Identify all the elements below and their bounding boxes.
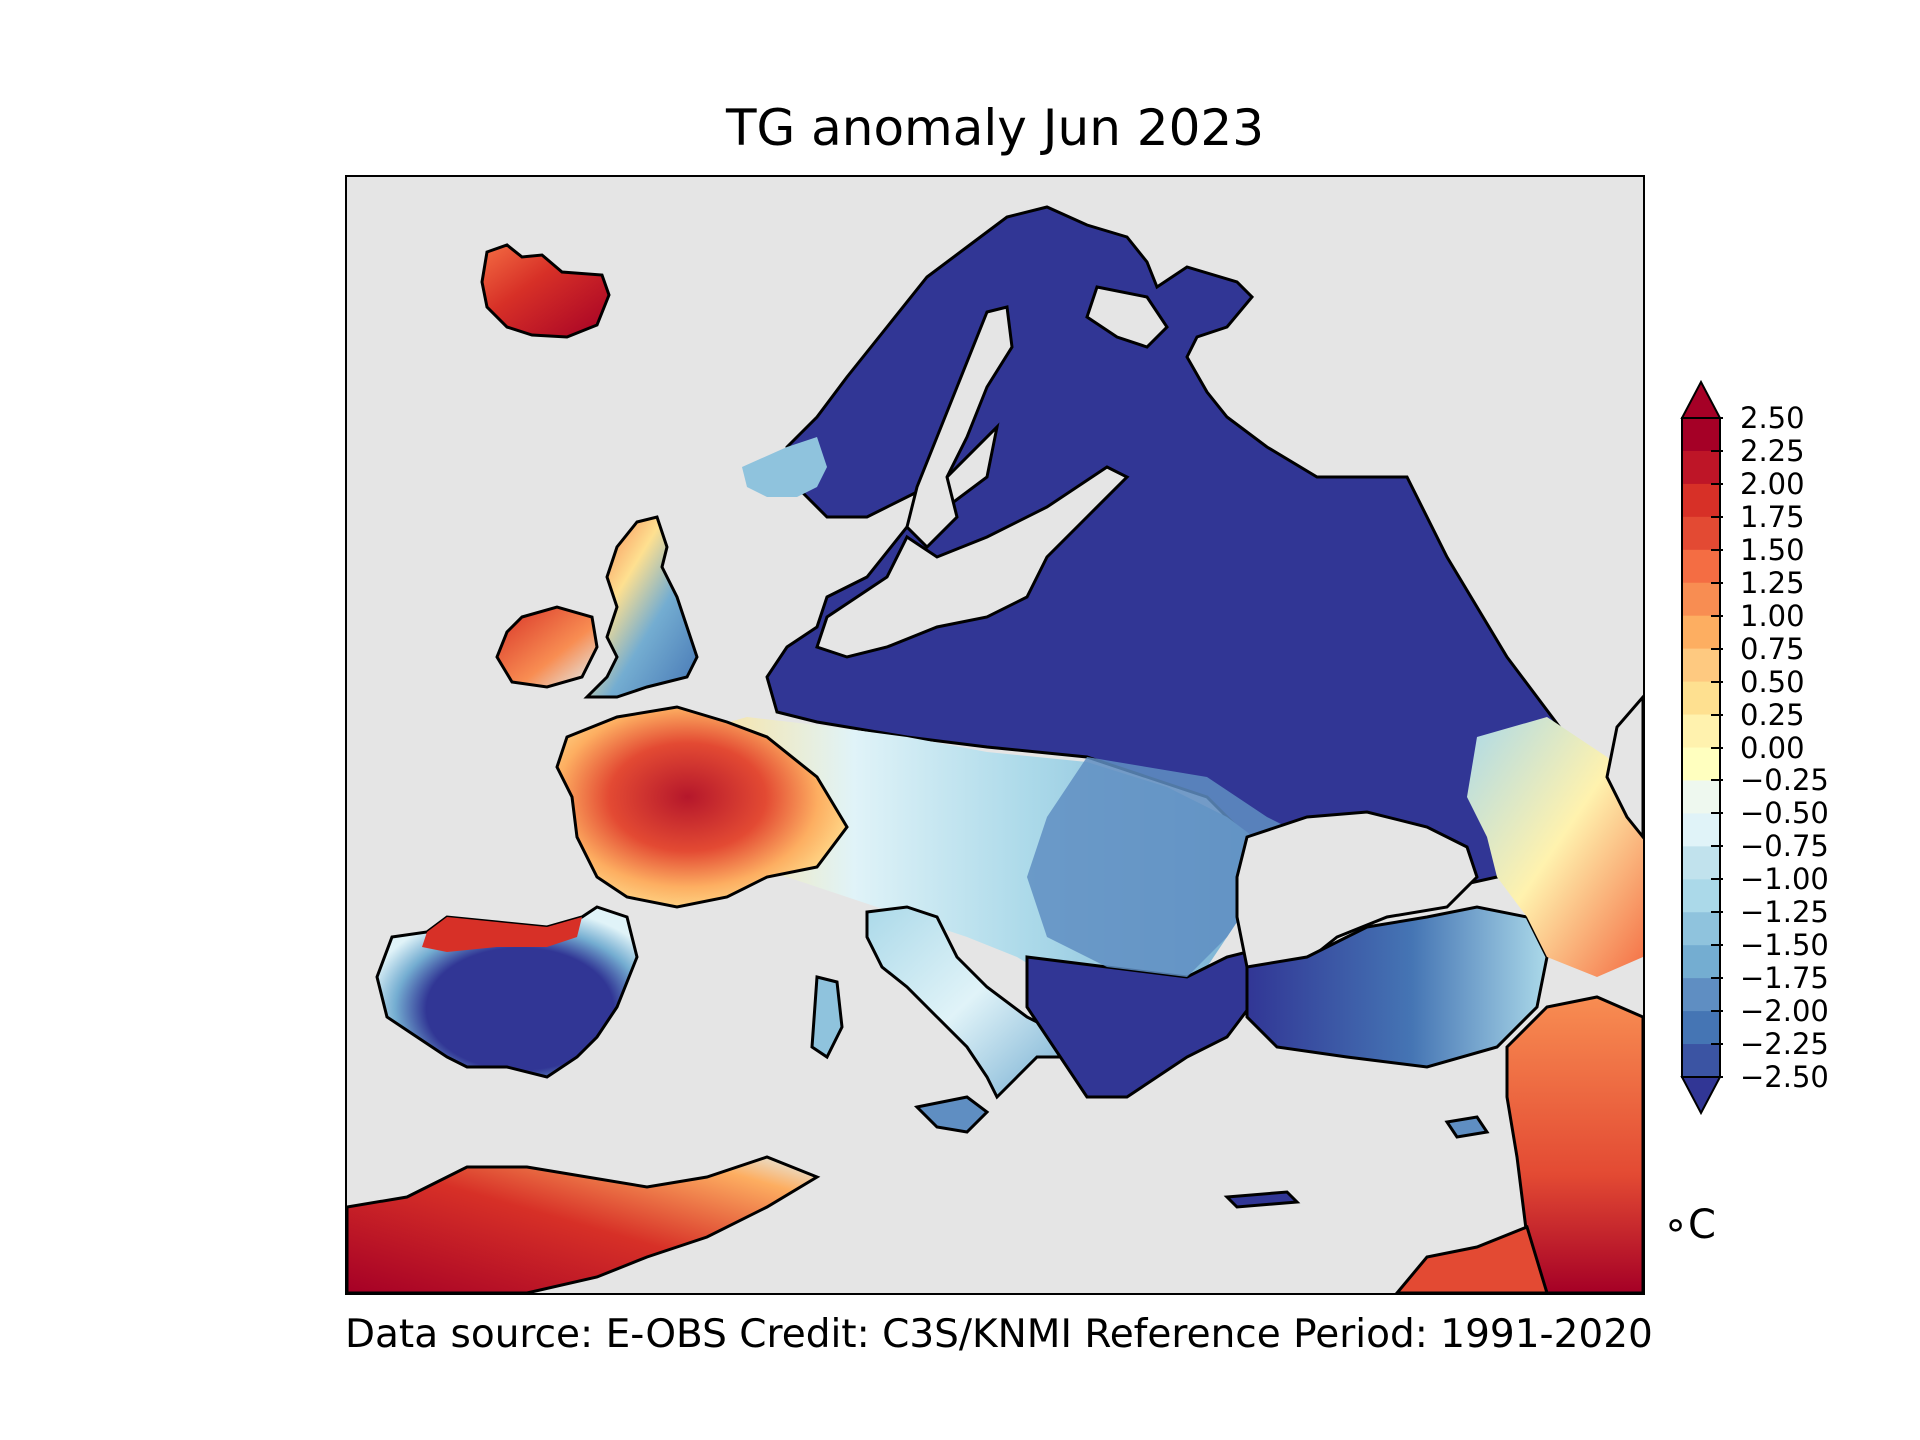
- colorbar-tick-mark: [1711, 845, 1723, 848]
- levant-region: [1505, 995, 1643, 1293]
- balkans-region: [1025, 944, 1269, 1099]
- black-sea: [1235, 810, 1479, 979]
- colorbar-tick-label: 2.50: [1740, 401, 1805, 435]
- colorbar-tick-mark: [1711, 482, 1723, 485]
- colorbar-tick-mark: [1711, 746, 1723, 749]
- colorbar-tick-label: 1.00: [1740, 598, 1805, 633]
- colorbar-tick-label: −1.75: [1740, 961, 1829, 996]
- colorbar-band: [1682, 681, 1720, 716]
- colorbar-tick-label: 2.25: [1740, 433, 1805, 468]
- colorbar-tick-mark: [1711, 779, 1723, 782]
- north-africa-region: [347, 1155, 821, 1293]
- colorbar-tick-label: 0.25: [1740, 697, 1805, 732]
- colorbar-tick-mark: [1711, 812, 1723, 815]
- colorbar-tick-label: 2.00: [1740, 466, 1805, 501]
- colorbar-band: [1682, 582, 1720, 617]
- colorbar-band: [1682, 978, 1720, 1012]
- colorbar-tick-label: −1.50: [1740, 928, 1829, 963]
- colorbar-tick-mark: [1711, 515, 1723, 518]
- sardinia-region: [810, 975, 844, 1060]
- data-source-caption: Data source: E-OBS Credit: C3S/KNMI Refe…: [345, 1312, 1653, 1357]
- colorbar-band: [1682, 1044, 1720, 1078]
- map-panel: [345, 175, 1645, 1295]
- italy-region: [865, 905, 1069, 1100]
- colorbar-band: [1682, 879, 1720, 913]
- colorbar-unit-label: ∘C: [1663, 1202, 1716, 1248]
- colorbar-tick-label: −1.00: [1740, 862, 1829, 897]
- colorbar-band: [1682, 714, 1720, 748]
- colorbar-tick-mark: [1711, 680, 1723, 683]
- colorbar-tick-mark: [1711, 713, 1723, 716]
- colorbar-tick-label: 1.25: [1740, 565, 1805, 600]
- colorbar-extend-max: [1680, 380, 1722, 419]
- colorbar-band: [1682, 813, 1720, 847]
- cyprus-region: [1444, 1115, 1490, 1139]
- iberia-north-coast: [422, 917, 582, 952]
- ireland-region: [495, 605, 599, 689]
- anomaly-map: [347, 205, 1643, 1293]
- caspian-sea: [1605, 694, 1643, 840]
- colorbar-band: [1682, 418, 1720, 452]
- colorbar-tick-mark: [1711, 581, 1723, 584]
- colorbar-tick-mark: [1711, 1010, 1723, 1013]
- colorbar-band: [1682, 483, 1720, 518]
- iceland-region: [480, 243, 611, 339]
- colorbar-extend-min: [1680, 1076, 1722, 1115]
- colorbar-tick-mark: [1711, 647, 1723, 650]
- colorbar-tick-label: 1.75: [1740, 499, 1805, 534]
- colorbar-tick-mark: [1711, 1043, 1723, 1046]
- sicily-region: [913, 1095, 990, 1134]
- colorbar-tick-label: 1.50: [1740, 532, 1805, 567]
- colorbar-band: [1682, 912, 1720, 946]
- colorbar-tick-label: −0.75: [1740, 829, 1829, 864]
- crete-region: [1223, 1190, 1301, 1209]
- colorbar-tick-label: 0.75: [1740, 631, 1805, 666]
- colorbar-band: [1682, 516, 1720, 551]
- egypt-region: [1395, 1224, 1549, 1293]
- colorbar-tick-mark: [1711, 417, 1723, 419]
- turkey-region: [1245, 905, 1549, 1069]
- colorbar-band: [1682, 945, 1720, 979]
- colorbar-band: [1682, 780, 1720, 814]
- colorbar-tick-mark: [1711, 977, 1723, 980]
- map-title: TG anomaly Jun 2023: [725, 99, 1265, 157]
- gulf-of-bothnia: [905, 305, 1014, 550]
- colorbar-tick-mark: [1711, 449, 1723, 452]
- colorbar-tick-label: −2.50: [1740, 1060, 1829, 1094]
- white-sea: [1085, 285, 1169, 349]
- colorbar: [1680, 380, 1722, 1115]
- colorbar-band: [1682, 846, 1720, 880]
- colorbar-tick-mark: [1711, 911, 1723, 914]
- colorbar-tick-label: −2.25: [1740, 1027, 1829, 1062]
- colorbar-tick-label: 0.00: [1740, 730, 1805, 765]
- colorbar-tick-mark: [1711, 548, 1723, 551]
- colorbar-tick-mark: [1711, 944, 1723, 947]
- colorbar-tick-label: −0.25: [1740, 763, 1829, 798]
- great-britain-region: [583, 515, 699, 699]
- colorbar-band: [1682, 615, 1720, 650]
- colorbar-band: [1682, 450, 1720, 485]
- colorbar-band: [1682, 1011, 1720, 1045]
- colorbar-tick-label: 0.50: [1740, 664, 1805, 699]
- colorbar-band: [1682, 747, 1720, 781]
- baltic-sea: [815, 465, 1130, 659]
- france-region: [555, 705, 849, 909]
- colorbar-tick-label: −0.50: [1740, 796, 1829, 831]
- southern-norway-region: [742, 437, 827, 497]
- colorbar-tick-label: −1.25: [1740, 895, 1829, 930]
- colorbar-tick-label: −2.00: [1740, 994, 1829, 1029]
- colorbar-tick-mark: [1711, 1076, 1723, 1078]
- colorbar-band: [1682, 549, 1720, 584]
- caucasus-region: [1467, 717, 1643, 977]
- colorbar-band: [1682, 648, 1720, 683]
- colorbar-tick-mark: [1711, 614, 1723, 617]
- colorbar-tick-mark: [1711, 878, 1723, 881]
